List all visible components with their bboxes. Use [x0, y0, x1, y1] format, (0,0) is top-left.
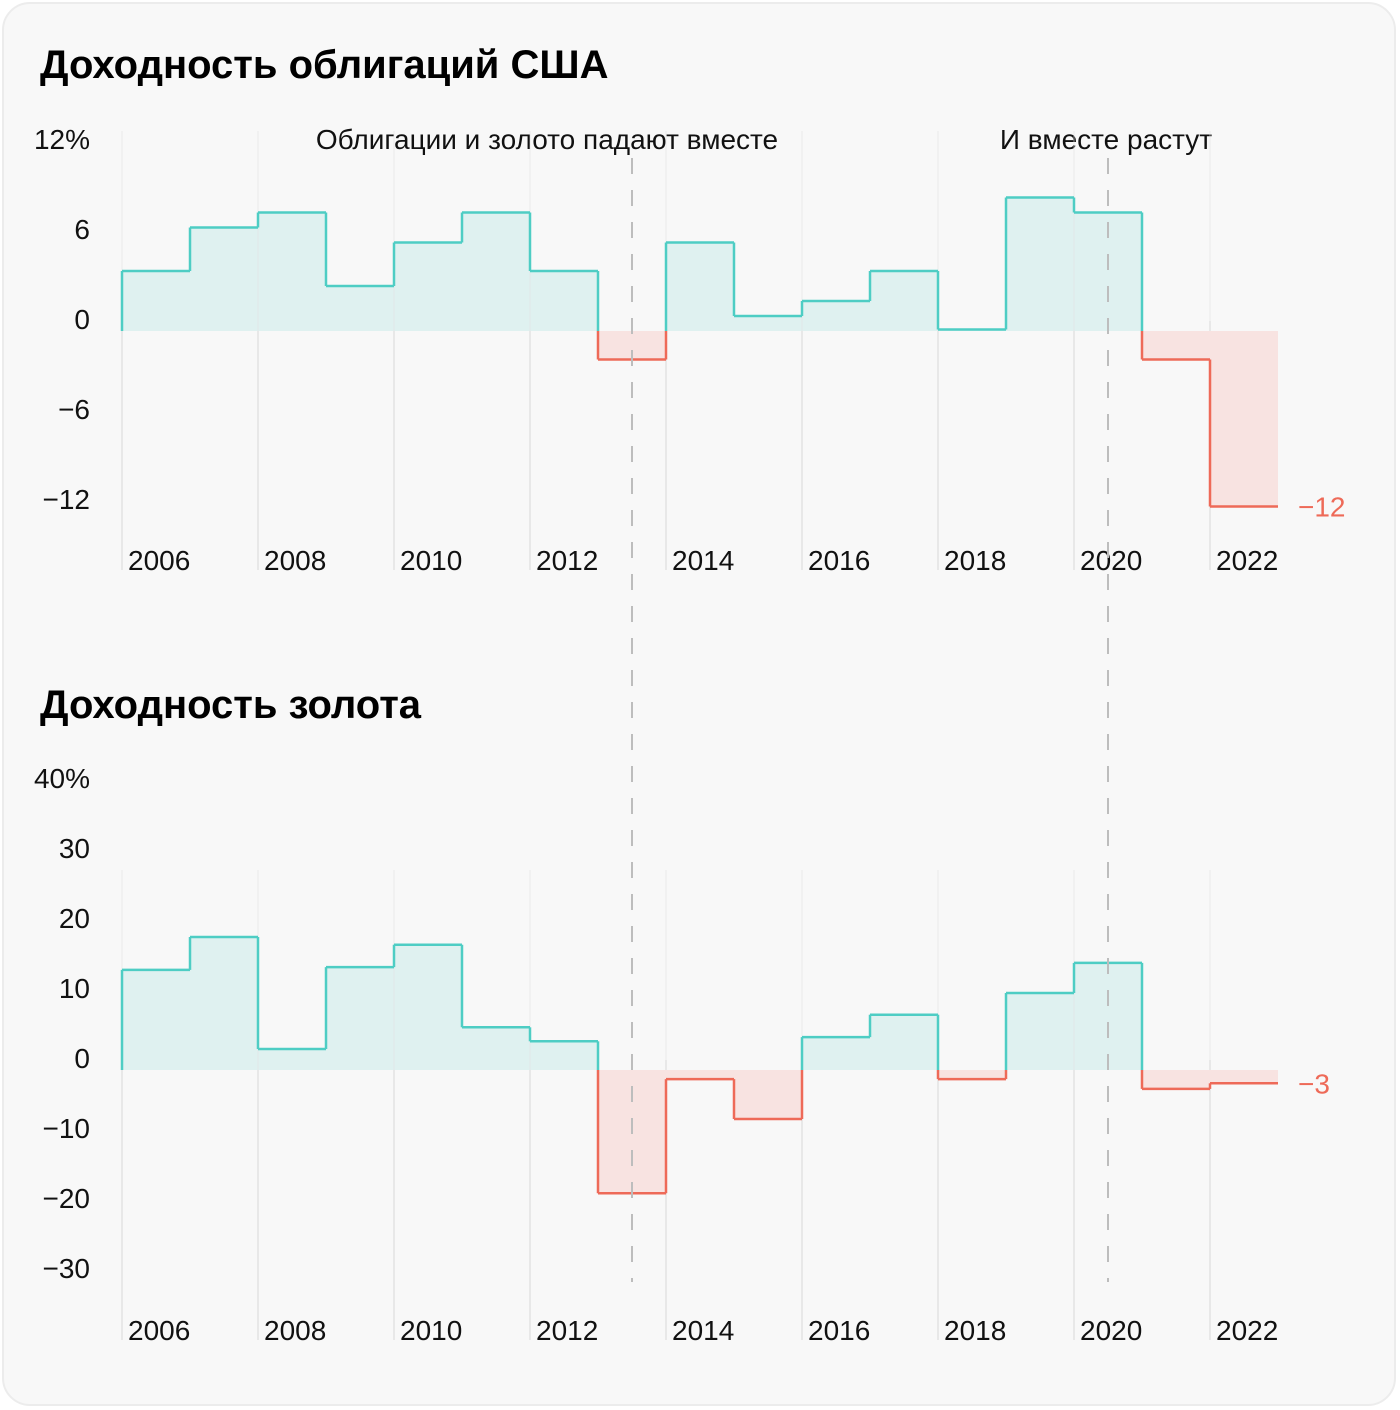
- gold-bar-fill: [802, 1037, 870, 1070]
- gold-ytick-label: 30: [59, 833, 90, 864]
- bonds-end-label: −12: [1298, 492, 1346, 523]
- gold-bar-fill: [1074, 962, 1142, 1070]
- bonds-xtick-label: 2008: [264, 545, 326, 576]
- bonds-xtick-label: 2016: [808, 545, 870, 576]
- gold-bar-fill: [326, 967, 394, 1070]
- gold-xtick-label: 2008: [264, 1315, 326, 1346]
- gold-ytick-label: 20: [59, 903, 90, 934]
- annotation-rise-together: И вместе растут: [1000, 124, 1212, 155]
- gold-xtick-label: 2018: [944, 1315, 1006, 1346]
- gold-bar-fill: [462, 1027, 530, 1070]
- gold-bar-fill: [122, 969, 190, 1070]
- bonds-xtick-label: 2012: [536, 545, 598, 576]
- bonds-bar-fill: [530, 271, 598, 331]
- bonds-xtick-label: 2006: [128, 545, 190, 576]
- gold-xtick-label: 2016: [808, 1315, 870, 1346]
- gold-ytick-label: −30: [43, 1253, 91, 1284]
- bonds-xtick-label: 2010: [400, 545, 462, 576]
- gold-bar-fill: [938, 1070, 1006, 1080]
- gold-xtick-label: 2010: [400, 1315, 462, 1346]
- gold-end-label: −3: [1298, 1068, 1330, 1099]
- gold-ytick-label: 40%: [34, 763, 90, 794]
- bonds-bar-fill: [1006, 197, 1074, 331]
- gold-xtick-label: 2012: [536, 1315, 598, 1346]
- bonds-bar-fill: [870, 271, 938, 331]
- annotation-fall-together: Облигации и золото падают вместе: [316, 124, 778, 155]
- gold-bar-fill: [530, 1041, 598, 1070]
- bonds-chart-title: Доходность облигаций США: [40, 43, 608, 87]
- bonds-ytick-label: 0: [74, 304, 90, 335]
- bonds-bar-fill: [190, 227, 258, 331]
- gold-chart-title: Доходность золота: [40, 683, 422, 727]
- gold-bar-fill: [870, 1014, 938, 1070]
- bonds-xtick-label: 2022: [1216, 545, 1278, 576]
- bonds-chart: 12% 6 0 −6 −12 2006 2008 2010 2012 2014 2016 2018 20…: [34, 124, 1346, 576]
- bonds-xtick-label: 2018: [944, 545, 1006, 576]
- bonds-ytick-label: −6: [58, 394, 90, 425]
- gold-bar-fill: [1142, 1070, 1210, 1089]
- gold-bar-fill: [394, 944, 462, 1070]
- gold-bar-fill: [666, 1070, 734, 1080]
- gold-xtick-label: 2014: [672, 1315, 734, 1346]
- annotation-dashed-lines: [631, 158, 1109, 1282]
- gold-ytick-label: 0: [74, 1043, 90, 1074]
- gold-bar-fill: [190, 937, 258, 1070]
- gold-xtick-label: 2022: [1216, 1315, 1278, 1346]
- bonds-bar-fill: [1142, 331, 1210, 360]
- gold-bar-fill: [258, 1049, 326, 1070]
- bonds-bar-fill: [326, 286, 394, 331]
- bonds-xtick-label: 2020: [1080, 545, 1142, 576]
- bonds-bar-fill: [394, 242, 462, 331]
- bonds-bar-fill: [802, 301, 870, 331]
- gold-xtick-label: 2006: [128, 1315, 190, 1346]
- bonds-bar-fill: [258, 212, 326, 331]
- gold-ytick-label: 10: [59, 973, 90, 1004]
- bonds-bar-fill: [462, 212, 530, 331]
- bonds-ytick-label: 12%: [34, 124, 90, 155]
- gold-ytick-label: −20: [43, 1183, 91, 1214]
- bonds-bar-fill: [666, 242, 734, 331]
- gold-bar-fill: [1210, 1070, 1278, 1084]
- bonds-xtick-label: 2014: [672, 545, 734, 576]
- bonds-bar-fill: [734, 316, 802, 331]
- gold-ytick-label: −10: [43, 1113, 91, 1144]
- bonds-bar-fill: [122, 271, 190, 331]
- bonds-bar-fill: [1210, 331, 1278, 507]
- gold-xtick-label: 2020: [1080, 1315, 1142, 1346]
- bonds-ytick-label: 6: [74, 214, 90, 245]
- bonds-ytick-label: −12: [43, 484, 91, 515]
- gold-bar-fill: [734, 1070, 802, 1119]
- gold-bar-fill: [1006, 993, 1074, 1070]
